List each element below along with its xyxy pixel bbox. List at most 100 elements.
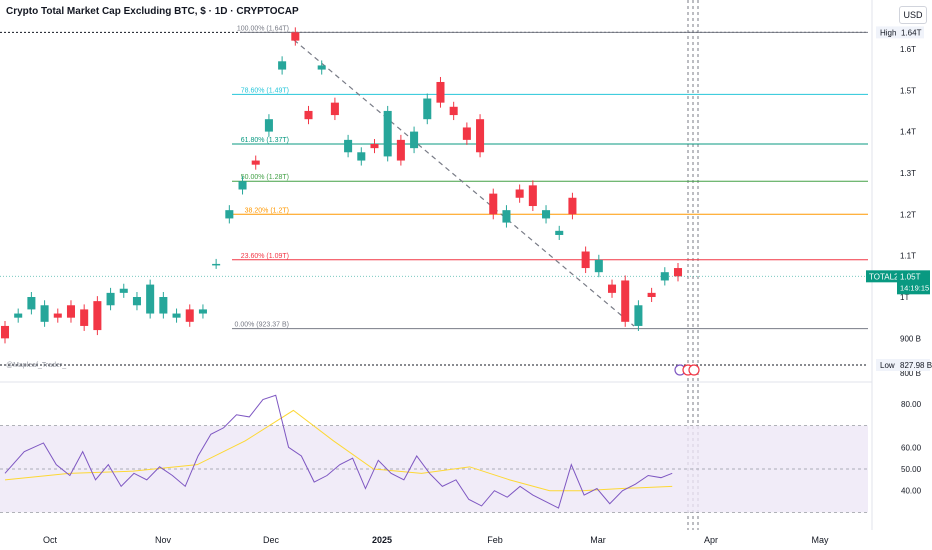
chart-title: Crypto Total Market Cap Excluding BTC, $…	[6, 6, 299, 17]
rsi-ma-line	[4, 409, 673, 492]
x-tick-label: Mar	[590, 535, 606, 545]
candle-body	[542, 210, 551, 219]
candle-body	[291, 32, 300, 41]
candle-body	[594, 259, 603, 273]
candle-body	[212, 263, 221, 266]
y-tick-label: 1.1T	[900, 252, 916, 261]
y-tick-label: 1.5T	[900, 86, 916, 95]
y-tick-label: 900 B	[900, 334, 921, 343]
candle-body	[198, 309, 207, 314]
low-label: Low	[880, 361, 895, 370]
x-tick-label: Feb	[487, 535, 503, 545]
event-icon	[688, 364, 700, 376]
y-tick-label: 800 B	[900, 369, 921, 378]
candle-body	[383, 110, 392, 157]
x-tick-label: 2025	[372, 535, 392, 545]
x-tick-label: Oct	[43, 535, 58, 545]
candle-body	[119, 288, 128, 293]
fib-level-label: 50.00% (1.28T)	[241, 174, 289, 181]
downtrend-line	[293, 39, 635, 327]
high-label-bg	[876, 26, 898, 39]
candle-body	[396, 139, 405, 161]
candle-body	[344, 139, 353, 153]
y-tick-label: 1.6T	[900, 45, 916, 54]
candle-body	[462, 127, 471, 140]
rsi-tick-label: 80.00	[901, 400, 922, 409]
fib-level-label: 61.80% (1.37T)	[241, 137, 289, 144]
candle-body	[40, 305, 49, 322]
x-tick-label: Dec	[263, 535, 280, 545]
candle-body	[581, 251, 590, 269]
high-value: 1.64T	[901, 28, 922, 37]
candle-body	[436, 81, 445, 103]
fib-level-label: 100.00% (1.64T)	[237, 25, 289, 32]
candle-body	[423, 98, 432, 120]
y-tick-label: 1.4T	[900, 128, 916, 137]
candle-body	[159, 297, 168, 314]
rsi-tick-label: 50.00	[901, 465, 922, 474]
candle-body	[410, 131, 419, 149]
symbol-badge-bg	[866, 270, 897, 283]
x-tick-label: Nov	[155, 535, 172, 545]
countdown: 14:19:15	[900, 283, 929, 292]
high-value-bg	[898, 26, 924, 39]
low-label-bg	[876, 359, 898, 371]
fib-level-label: 78.60% (1.49T)	[241, 87, 289, 94]
candle-body	[647, 292, 656, 297]
candle-body	[357, 152, 366, 161]
candle-body	[489, 193, 498, 215]
candle-body	[80, 309, 89, 326]
candle-body	[278, 61, 287, 70]
candle-body	[264, 119, 273, 132]
candle-body	[660, 272, 669, 281]
candle-body	[555, 230, 564, 235]
symbol-badge: TOTAL2	[869, 272, 899, 281]
y-tick-label: 1T	[900, 293, 909, 302]
candle-body	[634, 305, 643, 326]
currency-button[interactable]: USD	[899, 6, 927, 24]
candle-body	[185, 309, 194, 322]
y-tick-label: 1.3T	[900, 169, 916, 178]
candle-body	[172, 313, 181, 318]
last-price: 1.05T	[900, 272, 921, 281]
candle-body	[106, 292, 115, 306]
low-value: 827.98 B	[900, 361, 932, 370]
x-tick-label: May	[811, 535, 829, 545]
candle-body	[621, 280, 630, 322]
candle-body	[225, 210, 234, 219]
rsi-line	[4, 394, 673, 509]
candle-body	[0, 325, 10, 339]
candle-body	[317, 65, 326, 70]
low-value-bg	[898, 359, 930, 371]
candle-body	[238, 181, 247, 190]
rsi-tick-label: 60.00	[901, 443, 922, 452]
fib-level-label: 38.20% (1.2T)	[245, 207, 289, 214]
last-price-badge-bg	[897, 270, 930, 295]
candle-body	[146, 284, 155, 314]
candle-body	[449, 106, 458, 116]
candle-body	[476, 119, 485, 153]
candle-body	[502, 210, 511, 223]
candle-body	[27, 297, 36, 310]
candle-body	[608, 284, 617, 293]
candle-body	[132, 297, 141, 306]
candle-body	[568, 197, 577, 215]
high-label: High	[880, 28, 896, 37]
candle-body	[53, 313, 62, 318]
fib-level-label: 23.60% (1.09T)	[241, 253, 289, 260]
candle-body	[370, 144, 379, 149]
candle-body	[673, 268, 683, 277]
candle-body	[251, 160, 260, 165]
fib-level-label: 0.00% (923.37 B)	[235, 322, 289, 329]
candle-body	[515, 189, 524, 198]
rsi-tick-label: 40.00	[901, 487, 922, 496]
candle-body	[66, 305, 75, 318]
candle-body	[93, 301, 102, 331]
candle-body	[14, 313, 23, 318]
candle-body	[528, 185, 537, 207]
x-tick-label: Apr	[704, 535, 718, 545]
candle-body	[304, 110, 313, 120]
candle-body	[330, 102, 339, 116]
